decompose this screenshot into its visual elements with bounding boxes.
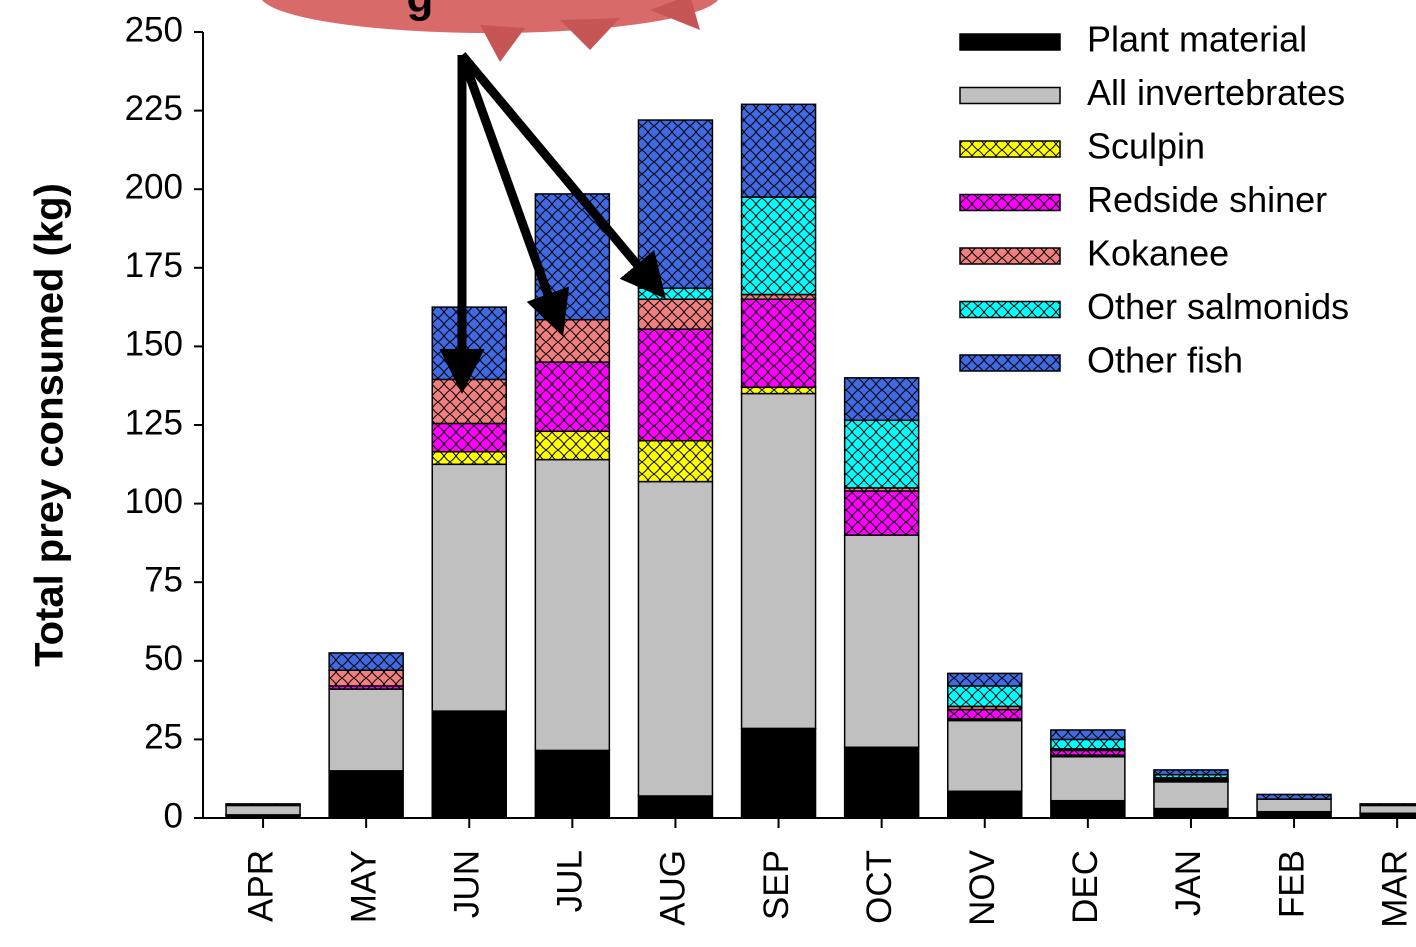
bar-segment <box>948 673 1022 686</box>
bar-segment <box>1051 730 1125 739</box>
bar-segment <box>226 805 300 814</box>
legend-swatch <box>960 34 1060 50</box>
bar-segment <box>638 288 712 299</box>
x-tick-label: JUN <box>448 850 487 918</box>
y-tick-label: 25 <box>144 718 183 757</box>
bar-segment <box>432 711 506 818</box>
y-tick-label: 50 <box>144 639 183 678</box>
legend-label: Kokanee <box>1087 233 1229 274</box>
bar-segment <box>845 420 919 488</box>
bar-segment <box>535 460 609 751</box>
bar-segment <box>638 796 712 818</box>
bar-segment <box>948 721 1022 792</box>
y-tick-label: 150 <box>125 325 183 364</box>
bar-segment <box>845 535 919 747</box>
bar-segment <box>329 771 403 818</box>
y-tick-label: 200 <box>125 167 183 206</box>
legend-label: Other salmonids <box>1087 286 1349 327</box>
legend-swatch <box>960 195 1060 211</box>
bar-segment <box>329 670 403 686</box>
y-tick-label: 0 <box>164 796 183 835</box>
y-tick-label: 125 <box>125 403 183 442</box>
legend-swatch <box>960 302 1060 318</box>
bar-segment <box>1051 801 1125 818</box>
bar-segment <box>948 686 1022 706</box>
legend-label: Other fish <box>1087 340 1243 381</box>
legend-swatch <box>960 141 1060 157</box>
x-tick-label: OCT <box>860 850 899 924</box>
bar-segment <box>742 197 816 294</box>
bar-segment <box>432 379 506 423</box>
bar-segment <box>742 728 816 818</box>
y-tick-label: 250 <box>125 10 183 49</box>
bar-segment <box>1154 809 1228 818</box>
x-tick-label: DEC <box>1066 850 1105 924</box>
bar-segment <box>742 104 816 197</box>
legend-label: Sculpin <box>1087 126 1205 167</box>
y-tick-label: 75 <box>144 560 183 599</box>
bar-segment <box>845 747 919 818</box>
x-tick-label: NOV <box>963 849 1002 926</box>
legend-swatch <box>960 355 1060 371</box>
legend-label: Redside shiner <box>1087 179 1327 220</box>
legend-swatch <box>960 88 1060 104</box>
bar-segment <box>948 710 1022 719</box>
bar-segment <box>432 464 506 711</box>
bar-segment <box>329 653 403 670</box>
y-tick-label: 175 <box>125 246 183 285</box>
fish-illustration <box>260 0 720 62</box>
bar-segment <box>535 320 609 362</box>
bar-segment <box>1154 770 1228 775</box>
bar-segment <box>742 299 816 387</box>
x-tick-label: FEB <box>1272 850 1311 918</box>
x-tick-label: AUG <box>654 850 693 926</box>
bar-segment <box>948 791 1022 818</box>
bar-segment <box>226 804 300 806</box>
bar-segment <box>1360 805 1416 813</box>
bar-segment <box>1051 757 1125 801</box>
bar-segment <box>638 441 712 482</box>
page: {"chart_data": { "type": "stacked_bar", … <box>0 0 1416 947</box>
bar-segment <box>742 394 816 729</box>
legend: Plant material All invertebrates Sculpin Re… <box>960 19 1349 381</box>
bar-segment <box>638 329 712 441</box>
x-tick-label: JAN <box>1169 850 1208 916</box>
y-axis-title: Total prey consumed (kg) <box>28 183 72 667</box>
bar-segment <box>535 431 609 459</box>
bar-segment <box>638 299 712 329</box>
annotation: g <box>407 0 434 22</box>
x-tick-label: SEP <box>757 850 796 920</box>
bar-segment <box>432 307 506 379</box>
bar-segment <box>1257 799 1331 812</box>
chart: g Total prey consumed (kg) 0 25 50 75 100 125… <box>0 0 1416 947</box>
bar-segment <box>1257 794 1331 799</box>
bar-segment <box>845 491 919 535</box>
legend-label: Plant material <box>1087 19 1307 60</box>
bar-segment <box>1051 739 1125 748</box>
x-tick-label: APR <box>241 850 280 922</box>
bar-segment <box>1360 804 1416 806</box>
y-tick-label: 100 <box>125 482 183 521</box>
plot-area: 0 25 50 75 100 125 150 175 200 225 250 APR MAY JUN JUL… <box>125 10 1416 928</box>
x-tick-label: JUL <box>551 850 590 912</box>
legend-swatch <box>960 248 1060 264</box>
bar-segment <box>742 387 816 393</box>
bar-segment <box>1154 782 1228 809</box>
bar-segment <box>329 689 403 771</box>
bar-segment <box>535 362 609 431</box>
bar-segment <box>535 750 609 818</box>
x-tick-label: MAR <box>1375 850 1414 928</box>
legend-label: All invertebrates <box>1087 72 1345 113</box>
bar-segment <box>432 423 506 451</box>
bar-segment <box>638 482 712 796</box>
bar-segment <box>845 378 919 420</box>
bar-segment <box>638 120 712 288</box>
bar-segment <box>432 452 506 465</box>
x-tick-label: MAY <box>344 850 383 923</box>
y-tick-label: 225 <box>125 89 183 128</box>
